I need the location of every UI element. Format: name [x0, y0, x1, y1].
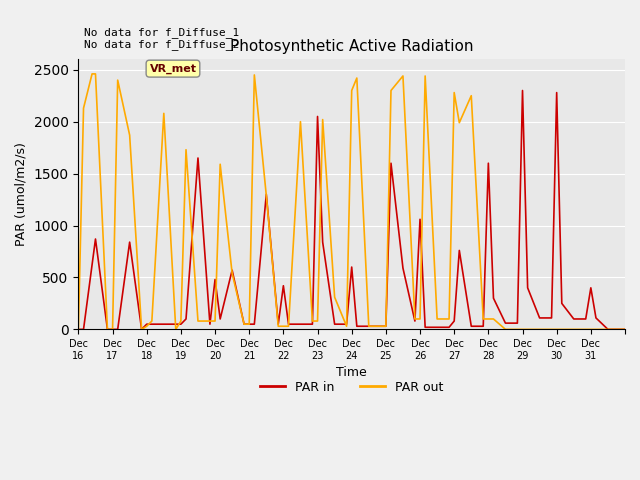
Text: VR_met: VR_met	[150, 63, 196, 74]
Y-axis label: PAR (umol/m2/s): PAR (umol/m2/s)	[15, 143, 28, 246]
Text: No data for f_Diffuse_1
No data for f_Diffuse_2: No data for f_Diffuse_1 No data for f_Di…	[84, 27, 239, 50]
X-axis label: Time: Time	[337, 366, 367, 379]
Legend: PAR in, PAR out: PAR in, PAR out	[255, 376, 448, 399]
Title: Photosynthetic Active Radiation: Photosynthetic Active Radiation	[230, 39, 474, 54]
